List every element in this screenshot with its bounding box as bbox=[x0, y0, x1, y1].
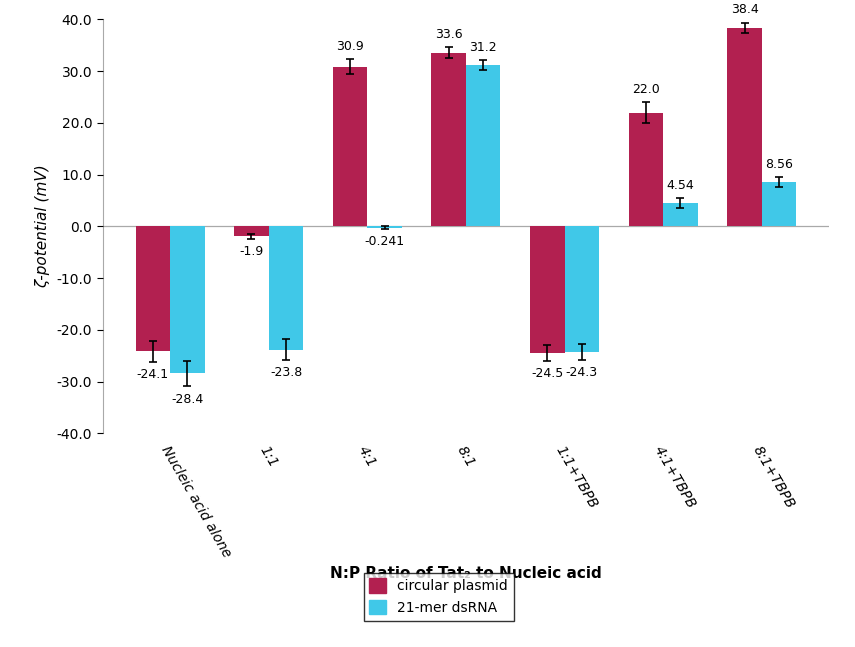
Bar bbox=[628, 113, 663, 226]
Bar bbox=[432, 52, 466, 226]
X-axis label: N:P Ratio of Tat₂ to Nucleic acid: N:P Ratio of Tat₂ to Nucleic acid bbox=[330, 567, 602, 582]
Bar bbox=[728, 28, 762, 226]
Text: 4.54: 4.54 bbox=[667, 179, 694, 192]
Bar bbox=[663, 203, 698, 226]
Bar bbox=[368, 226, 402, 228]
Bar bbox=[564, 226, 599, 352]
Bar bbox=[170, 226, 204, 373]
Bar bbox=[333, 67, 368, 226]
Bar bbox=[530, 226, 564, 353]
Text: -24.1: -24.1 bbox=[137, 367, 169, 380]
Bar bbox=[136, 226, 170, 351]
Text: 8.56: 8.56 bbox=[765, 158, 793, 171]
Text: -28.4: -28.4 bbox=[171, 393, 203, 406]
Bar bbox=[234, 226, 268, 236]
Y-axis label: ζ-potential (mV): ζ-potential (mV) bbox=[34, 164, 50, 289]
Text: -0.241: -0.241 bbox=[364, 236, 404, 248]
Text: 33.6: 33.6 bbox=[435, 28, 463, 41]
Text: 30.9: 30.9 bbox=[336, 39, 364, 52]
Text: -1.9: -1.9 bbox=[239, 245, 263, 258]
Bar bbox=[466, 65, 500, 226]
Bar bbox=[762, 182, 796, 226]
Text: -24.3: -24.3 bbox=[566, 366, 598, 379]
Text: -24.5: -24.5 bbox=[531, 367, 563, 380]
Text: 31.2: 31.2 bbox=[469, 41, 497, 54]
Text: 38.4: 38.4 bbox=[731, 3, 758, 16]
Bar bbox=[268, 226, 304, 349]
Text: 22.0: 22.0 bbox=[632, 83, 660, 96]
Legend: circular plasmid, 21-mer dsRNA: circular plasmid, 21-mer dsRNA bbox=[364, 573, 514, 620]
Text: -23.8: -23.8 bbox=[270, 366, 302, 379]
